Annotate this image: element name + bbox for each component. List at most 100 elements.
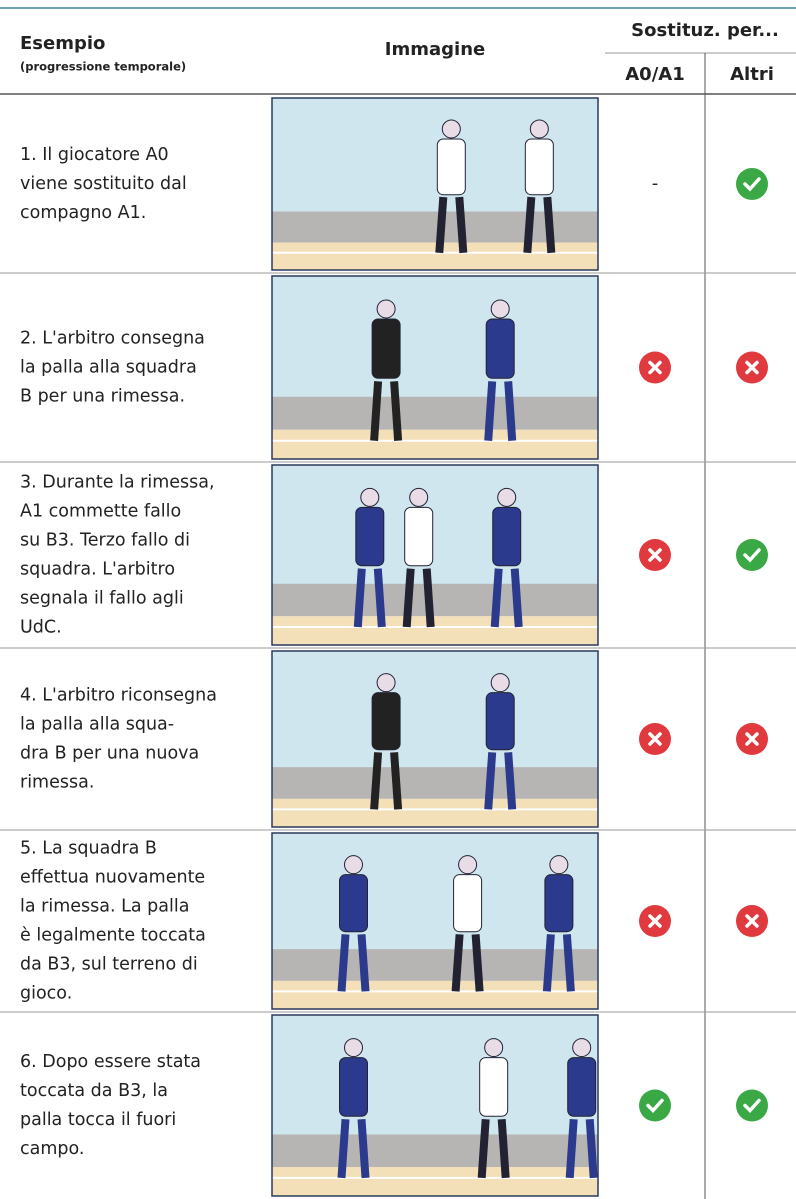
floor-wood xyxy=(272,616,598,645)
figure-body xyxy=(355,506,385,567)
floor-wood xyxy=(272,798,598,827)
figure-body xyxy=(404,506,434,567)
figure-body xyxy=(371,692,401,751)
header-a0-a1: A0/A1 xyxy=(625,64,684,85)
row-text: da B3, sul terreno di xyxy=(20,955,198,975)
figure-legs xyxy=(477,1118,510,1179)
figure-head xyxy=(344,855,363,875)
row-text: 1. Il giocatore A0 xyxy=(20,145,169,165)
cross-mark xyxy=(648,914,662,928)
row-text: la palla alla squa- xyxy=(20,715,174,735)
row-text: A1 commette fallo xyxy=(20,502,181,522)
figure-head xyxy=(441,119,461,139)
illustration xyxy=(271,832,599,1010)
row-text: compagno A1. xyxy=(20,203,146,223)
row-text: palla tocca il fuori xyxy=(20,1110,176,1130)
cross-mark xyxy=(745,732,759,746)
image-frame xyxy=(271,1014,599,1197)
figure-legs xyxy=(484,752,517,810)
figure-head xyxy=(360,487,380,507)
floor-gray xyxy=(272,211,598,243)
illustration xyxy=(271,1014,599,1197)
check-icon xyxy=(736,168,768,200)
row-text: la palla alla squadra xyxy=(20,358,197,378)
figure-head xyxy=(376,673,396,693)
row-text: 3. Durante la rimessa, xyxy=(20,473,215,493)
figure-legs xyxy=(337,934,370,992)
floor-gray xyxy=(272,767,598,799)
figure-head xyxy=(344,1038,363,1058)
header-example: Esempio xyxy=(20,33,105,54)
figure-legs xyxy=(370,752,403,810)
cross-mark xyxy=(648,548,662,562)
row-text: UdC. xyxy=(20,618,62,638)
row-text: toccata da B3, la xyxy=(20,1081,168,1101)
cross-mark xyxy=(745,914,759,928)
figure-body xyxy=(479,1057,509,1117)
figure-head xyxy=(549,855,569,875)
figure-body xyxy=(492,506,522,567)
row-text: squadra. L'arbitro xyxy=(20,560,175,580)
figure-legs xyxy=(435,196,468,254)
figure-head xyxy=(529,119,549,139)
figure-legs xyxy=(523,196,556,254)
row-text: è legalmente toccata xyxy=(20,926,206,946)
header-example-note: (progressione temporale) xyxy=(20,60,186,74)
figure-legs xyxy=(565,1118,598,1179)
cross-mark xyxy=(745,360,759,375)
image-frame xyxy=(271,97,599,271)
figure-body xyxy=(453,874,483,933)
row-text: su B3. Terzo fallo di xyxy=(20,531,190,551)
figure-body xyxy=(524,138,554,196)
figure-legs xyxy=(490,568,523,628)
header-substitution: Sostituz. per... xyxy=(631,20,779,41)
floor-wood xyxy=(272,242,598,270)
floor-gray xyxy=(272,1134,598,1168)
cross-mark xyxy=(648,360,662,375)
figure-body xyxy=(567,1057,597,1117)
row-text: effettua nuovamente xyxy=(20,868,205,888)
figure-body xyxy=(339,874,368,933)
illustration xyxy=(271,97,599,271)
floor-wood xyxy=(272,1167,598,1196)
figure-head xyxy=(490,673,510,693)
illustration xyxy=(271,275,599,460)
floor-gray xyxy=(272,396,598,430)
cell-text: - xyxy=(652,173,659,194)
check-mark xyxy=(743,177,761,192)
figure-head xyxy=(490,299,510,319)
row-text: B per una rimessa. xyxy=(20,387,185,407)
figure-legs xyxy=(370,381,403,441)
floor-gray xyxy=(272,583,598,617)
figure-body xyxy=(436,138,466,196)
figure-head xyxy=(572,1038,592,1058)
row-text: 5. La squadra B xyxy=(20,839,157,859)
image-frame xyxy=(271,275,599,460)
figure-body xyxy=(371,318,401,379)
row-text: la rimessa. La palla xyxy=(20,897,189,917)
check-icon xyxy=(639,1089,671,1122)
header-others: Altri xyxy=(730,64,774,85)
figure-legs xyxy=(542,934,575,992)
check-icon xyxy=(736,539,768,571)
check-mark xyxy=(646,1098,664,1114)
figure-head xyxy=(376,299,396,319)
check-mark xyxy=(743,548,761,563)
row-text: 2. L'arbitro consegna xyxy=(20,329,205,349)
row-text: 6. Dopo essere stata xyxy=(20,1052,201,1072)
figure-body xyxy=(544,874,574,933)
row-text: viene sostituito dal xyxy=(20,174,187,194)
row-text: campo. xyxy=(20,1139,84,1159)
row-text: segnala il fallo agli xyxy=(20,589,184,609)
illustration xyxy=(271,650,599,828)
header-image: Immagine xyxy=(385,39,485,60)
illustration xyxy=(271,464,599,646)
figure-body xyxy=(485,318,515,379)
figure-legs xyxy=(484,381,517,441)
image-frame xyxy=(271,650,599,828)
row-text: rimessa. xyxy=(20,773,94,793)
cross-mark xyxy=(648,732,662,746)
row-text: dra B per una nuova xyxy=(20,744,199,764)
figure-head xyxy=(484,1038,504,1058)
